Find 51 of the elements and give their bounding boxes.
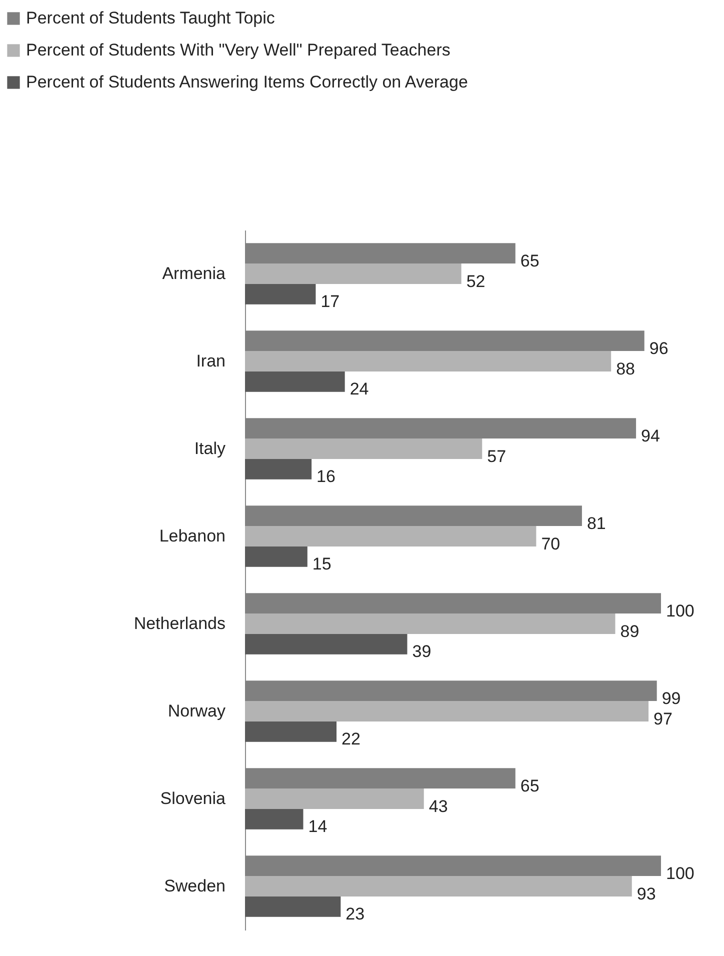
bar xyxy=(245,614,616,634)
data-label: 17 xyxy=(320,292,340,312)
y-tick-label: Armenia xyxy=(162,264,226,283)
bar xyxy=(245,546,308,567)
data-label: 88 xyxy=(616,359,635,378)
data-label: 16 xyxy=(316,467,336,486)
y-tick-label: Iran xyxy=(196,351,226,370)
y-tick-label: Norway xyxy=(168,701,226,720)
data-label: 57 xyxy=(487,446,506,466)
y-tick-label: Netherlands xyxy=(134,614,226,633)
bar xyxy=(245,721,337,742)
data-label: 39 xyxy=(412,642,432,662)
bar xyxy=(245,526,536,546)
data-label: 70 xyxy=(541,534,560,554)
legend-label: Percent of Students Taught Topic xyxy=(26,8,276,28)
bar xyxy=(245,896,341,917)
data-label: 100 xyxy=(666,864,694,883)
bar xyxy=(245,788,424,809)
bar xyxy=(245,634,408,654)
bar xyxy=(245,438,482,459)
bar xyxy=(245,371,345,392)
data-label: 94 xyxy=(641,426,660,446)
data-label: 24 xyxy=(350,380,369,399)
bar xyxy=(245,701,649,722)
y-tick-label: Lebanon xyxy=(159,526,226,546)
data-label: 89 xyxy=(620,622,640,641)
data-label: 22 xyxy=(342,730,360,749)
data-label: 100 xyxy=(666,601,694,620)
bar xyxy=(245,264,462,284)
data-label: 43 xyxy=(428,796,448,816)
legend-label: Percent of Students Answering Items Correctly on Average xyxy=(26,72,468,92)
data-label: 97 xyxy=(654,709,672,728)
data-label: 93 xyxy=(636,884,656,904)
bar xyxy=(245,808,304,830)
data-label: 15 xyxy=(312,554,332,574)
data-label: 81 xyxy=(586,514,606,533)
y-tick-label: Slovenia xyxy=(160,788,226,808)
data-label: 14 xyxy=(308,817,328,836)
legend-label: Percent of Students With "Very Well" Prepared Teachers xyxy=(26,40,450,60)
data-label: 52 xyxy=(466,272,486,291)
bar xyxy=(245,351,612,372)
data-label: 65 xyxy=(520,251,540,270)
bar xyxy=(245,284,316,304)
data-label: 23 xyxy=(346,904,365,924)
data-label: 96 xyxy=(649,338,668,358)
data-label: 65 xyxy=(520,776,540,796)
bar xyxy=(245,876,632,896)
y-tick-label: Italy xyxy=(194,438,226,458)
data-label: 99 xyxy=(662,688,681,708)
bar xyxy=(245,458,312,480)
y-tick-label: Sweden xyxy=(164,876,226,896)
